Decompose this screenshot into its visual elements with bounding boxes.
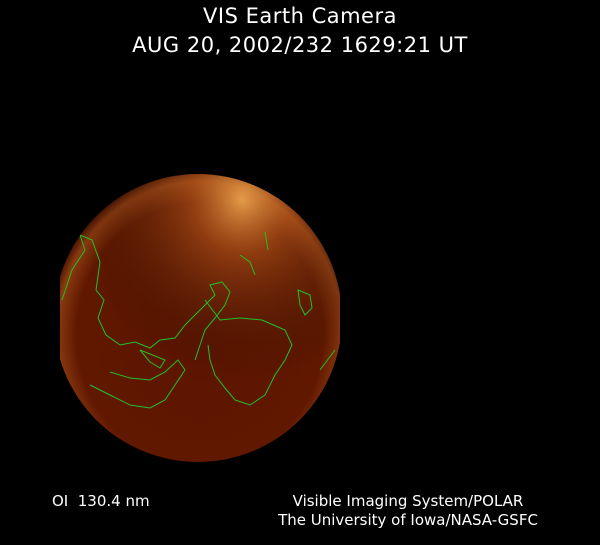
credit-institution: The University of Iowa/NASA-GSFC [278, 511, 538, 529]
image-title: VIS Earth Camera [203, 4, 397, 28]
aurora-glow [60, 174, 340, 462]
credit-instrument: Visible Imaging System/POLAR [292, 492, 524, 510]
wavelength-label: OI 130.4 nm [52, 492, 150, 510]
image-timestamp: AUG 20, 2002/232 1629:21 UT [132, 33, 468, 57]
